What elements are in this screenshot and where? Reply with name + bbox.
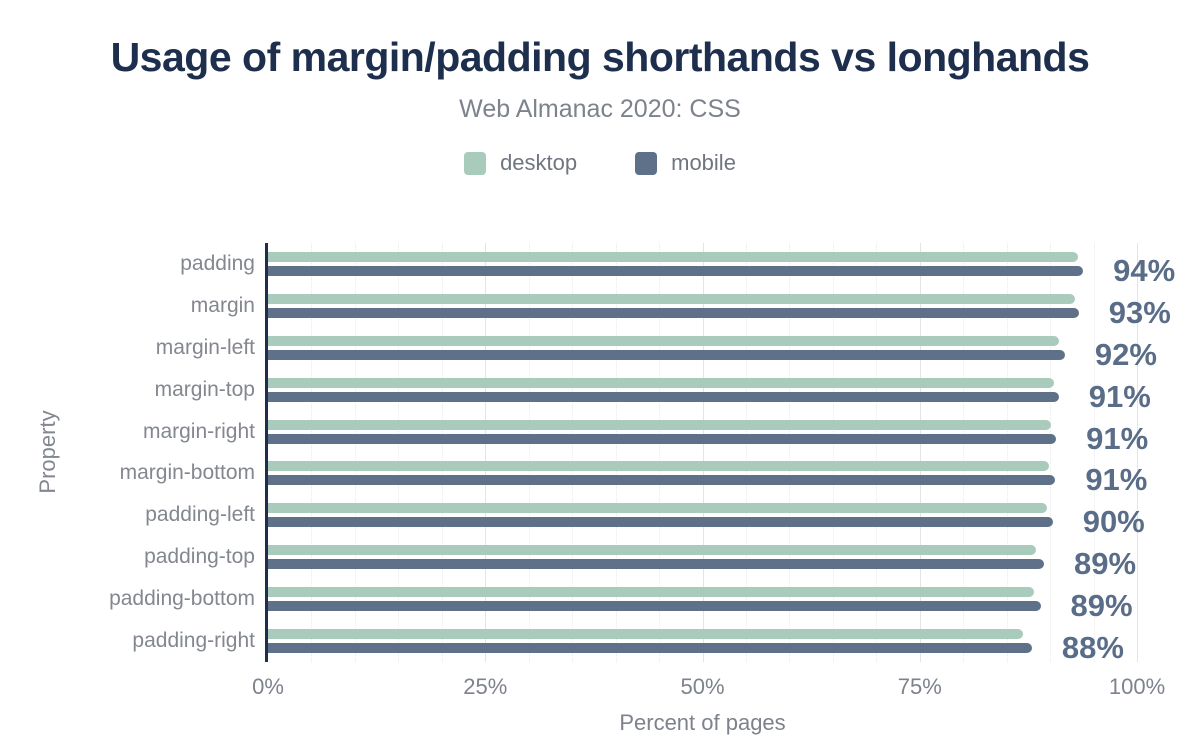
x-tick-label: 0% — [252, 674, 284, 699]
category-label: margin-top — [154, 377, 255, 401]
chart-row: padding 94% — [180, 243, 1175, 288]
legend-label: mobile — [671, 150, 736, 175]
legend-item-desktop[interactable]: desktop — [464, 150, 577, 176]
category-label: margin — [190, 293, 255, 317]
minor-gridline — [528, 243, 530, 662]
value-label: 88% — [1061, 630, 1124, 666]
major-gridline — [485, 243, 487, 662]
mobile-bar[interactable]: 90% — [268, 504, 1145, 539]
value-label: 91% — [1088, 378, 1151, 414]
desktop-bar[interactable] — [268, 587, 1034, 598]
chart-row: padding-top 89% — [144, 536, 1137, 581]
minor-gridline — [1050, 243, 1052, 662]
x-tick-label: 100% — [1108, 674, 1166, 699]
category-label: margin-bottom — [119, 461, 255, 485]
desktop-bar[interactable] — [268, 293, 1076, 304]
category-label: padding-left — [145, 503, 255, 527]
chart-row: margin-right 91% — [143, 411, 1148, 456]
desktop-bar[interactable] — [268, 419, 1051, 430]
chart-row: padding-left 90% — [145, 494, 1145, 539]
desktop-swatch-icon — [464, 151, 487, 175]
mobile-bar[interactable]: 89% — [268, 546, 1136, 581]
chart-row: margin 93% — [191, 285, 1171, 330]
major-gridline — [702, 243, 704, 662]
category-label: padding-bottom — [109, 587, 255, 611]
chart-subtitle: Web Almanac 2020: CSS — [459, 95, 741, 123]
minor-gridline — [745, 243, 747, 662]
minor-gridline — [1006, 243, 1008, 662]
value-label: 94% — [1113, 252, 1176, 288]
value-label: 91% — [1085, 462, 1148, 498]
major-gridline — [1137, 243, 1138, 662]
chart-row: margin-left 92% — [156, 327, 1157, 372]
x-tick-label: 50% — [680, 674, 725, 699]
minor-gridline — [876, 243, 878, 662]
chart-title: Usage of margin/padding shorthands vs lo… — [110, 34, 1090, 80]
minor-gridline — [615, 243, 617, 662]
desktop-bar[interactable] — [268, 335, 1059, 346]
x-tick-label: 25% — [463, 674, 508, 699]
minor-gridline — [572, 243, 574, 662]
chart-row: margin-bottom 91% — [120, 453, 1147, 497]
x-tick-label: 75% — [897, 674, 942, 699]
desktop-bar[interactable] — [268, 251, 1078, 262]
minor-gridline — [963, 243, 965, 662]
mobile-swatch-icon — [635, 151, 658, 175]
desktop-bar[interactable] — [268, 461, 1050, 472]
value-label: 89% — [1074, 546, 1137, 582]
category-label: padding-right — [132, 629, 255, 653]
category-label: margin-left — [155, 335, 255, 359]
y-axis-title: Property — [35, 410, 60, 494]
mobile-bar[interactable]: 89% — [268, 588, 1133, 623]
value-label: 89% — [1070, 588, 1133, 624]
minor-gridline — [354, 243, 356, 662]
mobile-bar[interactable]: 92% — [268, 337, 1157, 372]
desktop-bar[interactable] — [268, 545, 1037, 556]
chart-row: padding-right 88% — [132, 620, 1137, 665]
value-label: 91% — [1086, 420, 1149, 456]
minor-gridline — [1093, 243, 1095, 662]
minor-gridline — [832, 243, 834, 662]
category-label: margin-right — [142, 419, 255, 443]
mobile-bar[interactable]: 88% — [268, 630, 1124, 665]
mobile-bar[interactable]: 91% — [268, 421, 1148, 456]
plot-area: padding 94% margin 93% margin-left 92% margin-… — [109, 243, 1175, 735]
legend: desktop mobile — [0, 150, 1200, 176]
value-label: 90% — [1082, 504, 1145, 540]
y-axis-line — [265, 243, 268, 662]
desktop-bar[interactable] — [268, 377, 1054, 388]
minor-gridline — [441, 243, 443, 662]
mobile-bar[interactable]: 91% — [268, 379, 1151, 414]
legend-label: desktop — [500, 150, 578, 175]
minor-gridline — [398, 243, 400, 662]
minor-gridline — [789, 243, 791, 662]
category-label: padding — [180, 251, 255, 275]
value-label: 93% — [1108, 294, 1171, 330]
desktop-bar[interactable] — [268, 629, 1024, 640]
category-label: padding-top — [144, 545, 255, 569]
legend-item-mobile[interactable]: mobile — [635, 150, 736, 176]
major-gridline — [919, 243, 921, 662]
x-axis-title: Percent of pages — [619, 710, 786, 735]
value-label: 92% — [1094, 336, 1157, 372]
minor-gridline — [659, 243, 661, 662]
x-axis-ticks: 0% 25% 50% 75% 100% — [252, 662, 1165, 699]
chart-row: padding-bottom 89% — [109, 578, 1137, 623]
desktop-bar[interactable] — [268, 503, 1048, 514]
minor-gridline — [311, 243, 313, 662]
chart-row: margin-top 91% — [155, 369, 1151, 414]
mobile-bar[interactable]: 93% — [268, 295, 1171, 330]
mobile-bar[interactable]: 91% — [268, 462, 1147, 497]
bar-rows: padding 94% margin 93% margin-left 92% margin-… — [109, 243, 1175, 665]
mobile-bar[interactable]: 94% — [268, 253, 1175, 288]
